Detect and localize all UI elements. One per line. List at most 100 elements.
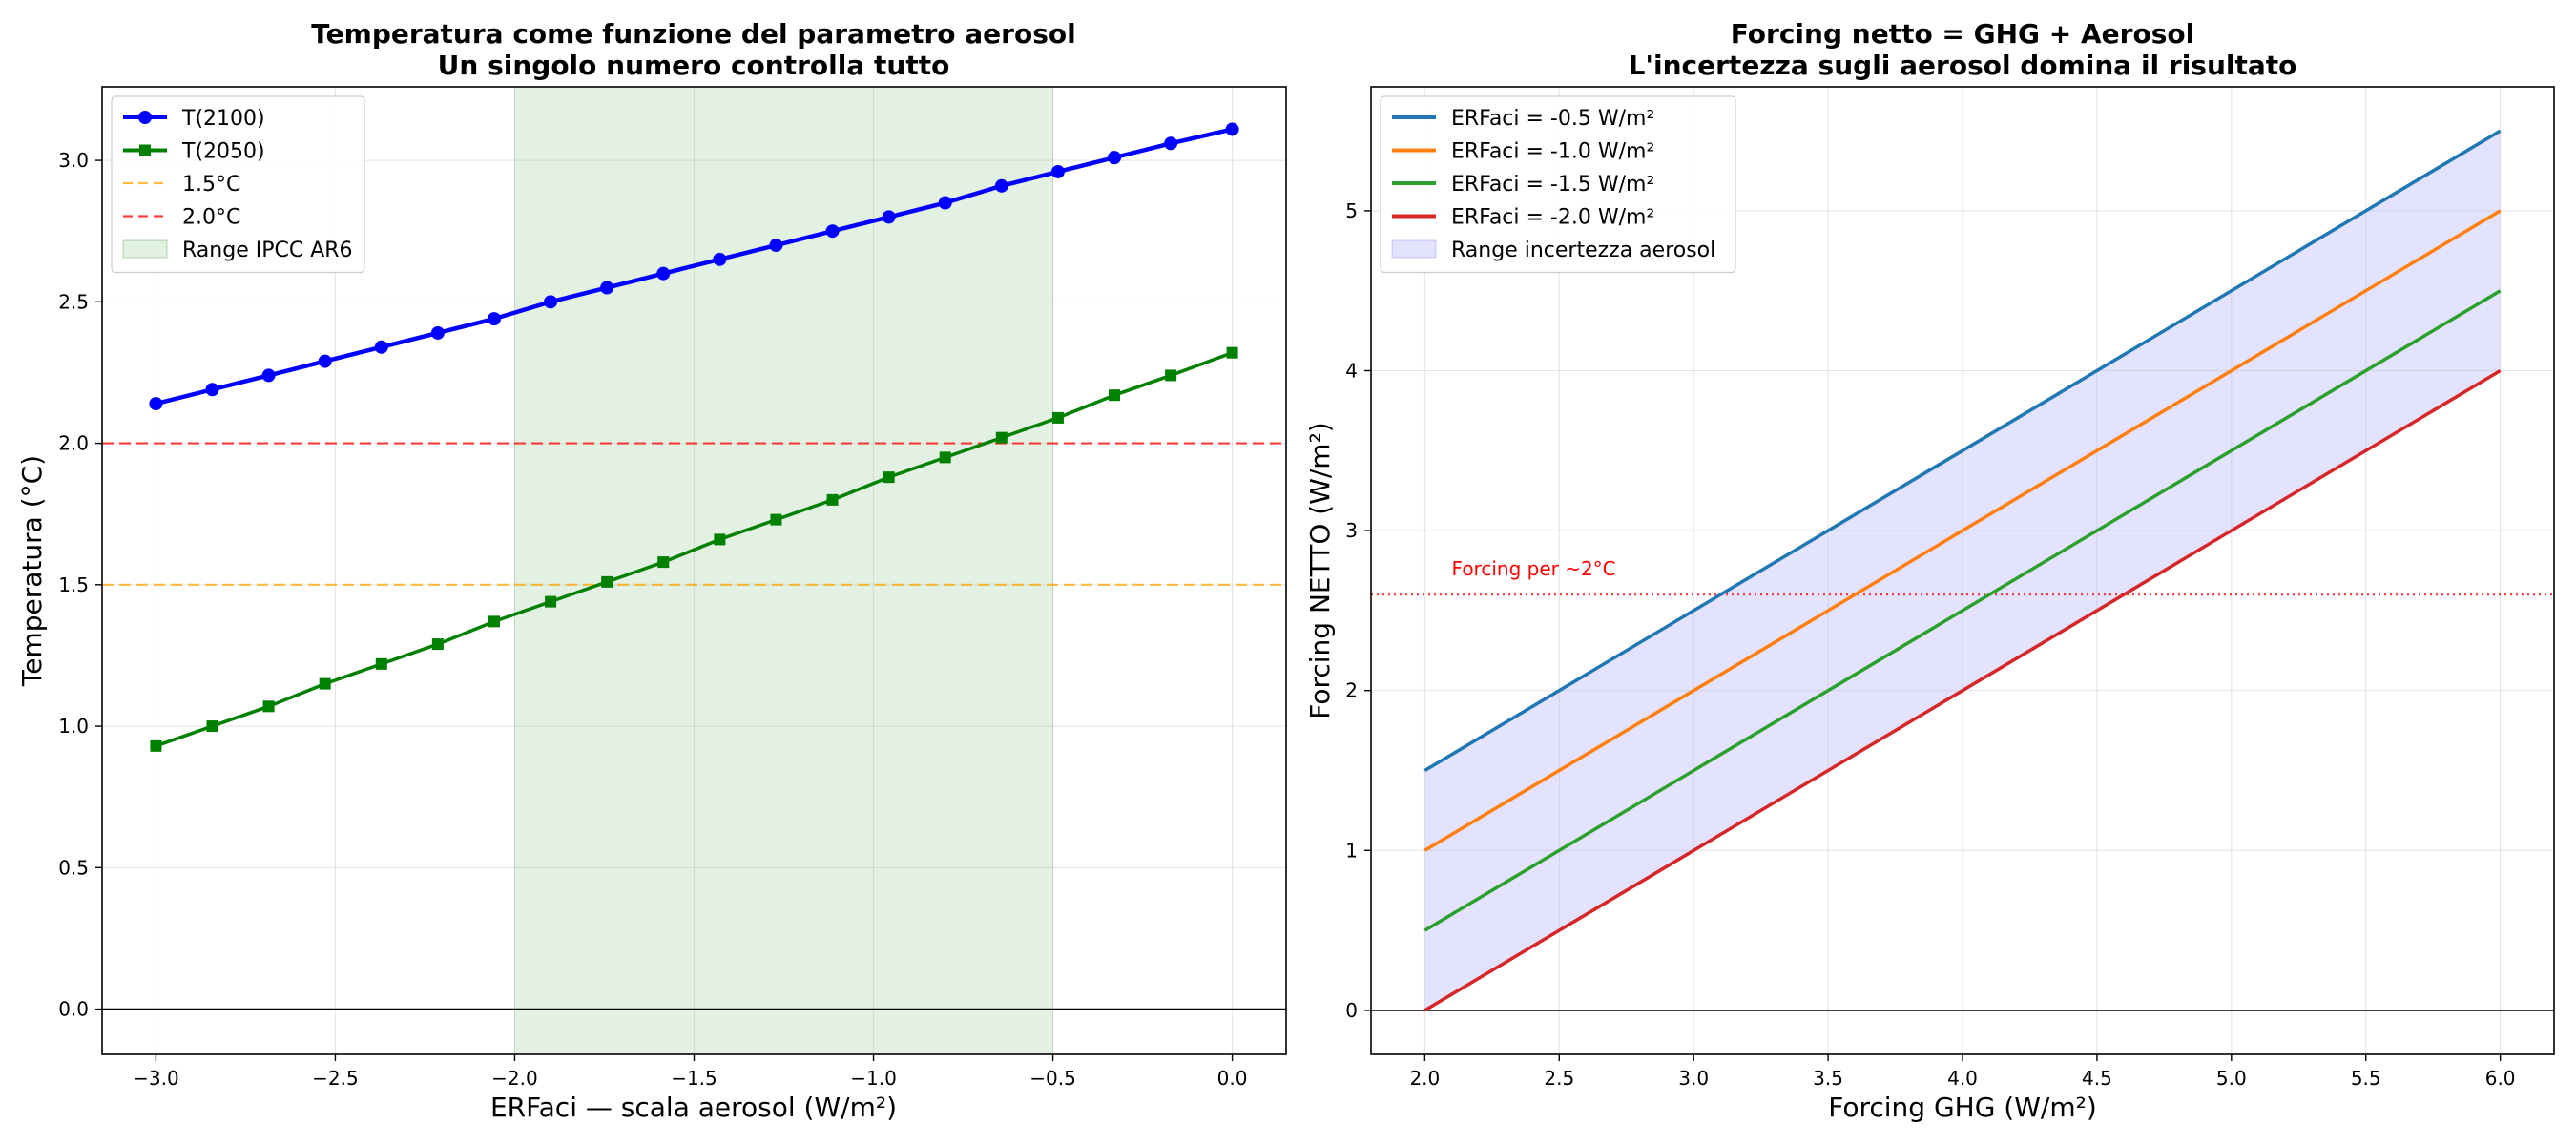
left-series-1-point (657, 556, 670, 569)
right-legend-label: Range incertezza aerosol (1451, 239, 1715, 262)
left-legend-label: T(2050) (181, 140, 265, 164)
right-y-tick-label: 4 (1345, 359, 1358, 382)
left-x-tick-label: −3.0 (133, 1067, 179, 1090)
left-legend: T(2100) T(2050) 1.5°C 2.0°C Range IPCC AR6 (111, 95, 365, 274)
right-y-tick-label: 2 (1345, 679, 1358, 702)
right-legend-label: ERFaci = -1.0 W/m² (1451, 140, 1654, 164)
right-x-tick-label: 4.5 (2082, 1067, 2112, 1090)
left-legend-patch (122, 239, 168, 259)
left-series-0-point (600, 281, 614, 295)
left-x-tick-label: −1.0 (850, 1067, 897, 1090)
left-series-0-point (374, 340, 388, 354)
right-legend-patch (1391, 239, 1437, 259)
left-series-1-point (431, 638, 444, 651)
left-series-0-point (261, 368, 276, 383)
left-legend-label: Range IPCC AR6 (182, 239, 353, 262)
left-series-0-point (656, 266, 671, 281)
left-chart-title-line2: Un singolo numero controlla tutto (438, 50, 950, 81)
left-y-tick-label: 0.5 (58, 856, 89, 879)
left-series-1-point (1109, 389, 1121, 402)
right-uncertainty-band (1424, 131, 2501, 1010)
left-series-0-point (1225, 122, 1239, 136)
left-x-tick-label: −0.5 (1029, 1067, 1076, 1090)
left-series-line-1 (155, 351, 1234, 748)
right-ticks: 2.0 2.5 3.0 3.5 4.0 4.5 5.0 5.5 6.0 0 1 2 3 4 5 (1345, 86, 2555, 1090)
left-legend-box (111, 95, 365, 274)
left-data-layer (102, 122, 1286, 1010)
right-legend-label: ERFaci = -1.5 W/m² (1451, 173, 1654, 197)
right-x-tick-label: 2.5 (1544, 1067, 1574, 1090)
left-series-0-point (769, 239, 783, 253)
left-series-0-point (713, 252, 727, 266)
right-y-axis-label: Forcing NETTO (W/m²) (1304, 422, 1336, 719)
right-y-tick-label: 0 (1345, 999, 1358, 1022)
left-series-1-point (1226, 346, 1238, 359)
left-series-1-point (206, 720, 218, 733)
left-series-1-point (601, 575, 613, 588)
left-legend-marker (139, 144, 151, 156)
left-y-tick-label: 2.5 (58, 290, 89, 313)
left-series-1-point (319, 677, 331, 690)
left-series-0-point (318, 354, 332, 368)
right-x-tick-label: 5.0 (2216, 1067, 2247, 1090)
left-y-tick-label: 1.5 (58, 573, 89, 596)
right-chart-title-line2: L'incertezza sugli aerosol domina il ris… (1629, 50, 2297, 81)
right-x-tick-label: 3.5 (1813, 1067, 1843, 1090)
right-x-tick-label: 4.0 (1947, 1067, 1978, 1090)
left-legend-marker (138, 111, 152, 124)
left-series-0-point (1108, 151, 1122, 165)
left-series-1-point (375, 657, 387, 670)
left-series-1-point (770, 513, 782, 526)
left-series-1-point (545, 595, 557, 608)
left-series-0-point (487, 312, 501, 326)
right-legend-label: ERFaci = -2.0 W/m² (1451, 206, 1654, 230)
left-series-1-point (262, 700, 275, 713)
left-y-tick-label: 3.0 (58, 149, 89, 172)
left-series-0-point (430, 325, 445, 340)
left-series-1-point (714, 533, 726, 546)
left-series-1-point (1051, 411, 1064, 424)
left-series-0-point (938, 196, 952, 210)
left-span-layer (513, 86, 1054, 1055)
right-series-line-2 (1423, 289, 2502, 932)
left-x-axis-label: ERFaci — scala aerosol (W/m²) (490, 1092, 897, 1123)
right-x-tick-label: 3.0 (1678, 1067, 1709, 1090)
left-series-1-point (1165, 369, 1177, 382)
left-x-tick-label: −2.0 (491, 1067, 538, 1090)
left-series-0-point (1050, 164, 1065, 178)
left-ticks: −3.0 −2.5 −2.0 −1.5 −1.0 −0.5 0.0 0.0 0.5 1.0 1.5 2… (58, 86, 1287, 1090)
left-legend-label: T(2100) (181, 107, 265, 131)
right-x-tick-label: 2.0 (1409, 1067, 1440, 1090)
right-x-tick-label: 6.0 (2485, 1067, 2516, 1090)
left-series-0-point (1164, 136, 1178, 151)
right-series-line-0 (1423, 129, 2502, 773)
left-series-1-point (995, 431, 1008, 444)
right-x-axis-label: Forcing GHG (W/m²) (1828, 1092, 2097, 1123)
left-chart-panel: Temperatura come funzione del parametro … (16, 18, 1287, 1123)
left-series-1-point (939, 451, 951, 464)
right-legend: ERFaci = -0.5 W/m² ERFaci = -1.0 W/m² ERFa… (1380, 95, 1736, 274)
left-series-1-point (488, 615, 500, 628)
right-band-layer (1424, 131, 2501, 1010)
left-y-axis-label: Temperatura (°C) (16, 455, 48, 687)
right-annotation: Forcing per ~2°C (1452, 557, 1616, 580)
left-series-0-point (825, 224, 840, 239)
right-legend-box (1380, 95, 1736, 274)
left-series-1-point (883, 471, 895, 484)
right-x-tick-label: 5.5 (2351, 1067, 2381, 1090)
left-series-0-point (544, 295, 558, 309)
right-chart-panel: Forcing netto = GHG + Aerosol L'incertez… (1304, 18, 2555, 1123)
right-y-tick-label: 3 (1345, 519, 1358, 542)
left-legend-label: 1.5°C (182, 173, 240, 197)
left-y-tick-label: 1.0 (58, 715, 89, 738)
left-series-line-0 (155, 127, 1234, 406)
left-series-0-point (149, 397, 163, 411)
left-x-tick-label: −1.5 (671, 1067, 717, 1090)
left-series-1-point (826, 493, 839, 506)
left-ipcc-range-span (513, 86, 1054, 1055)
right-series-line-1 (1423, 209, 2502, 852)
right-data-layer: Forcing per ~2°C (1371, 129, 2554, 1012)
left-series-1-point (150, 739, 162, 752)
